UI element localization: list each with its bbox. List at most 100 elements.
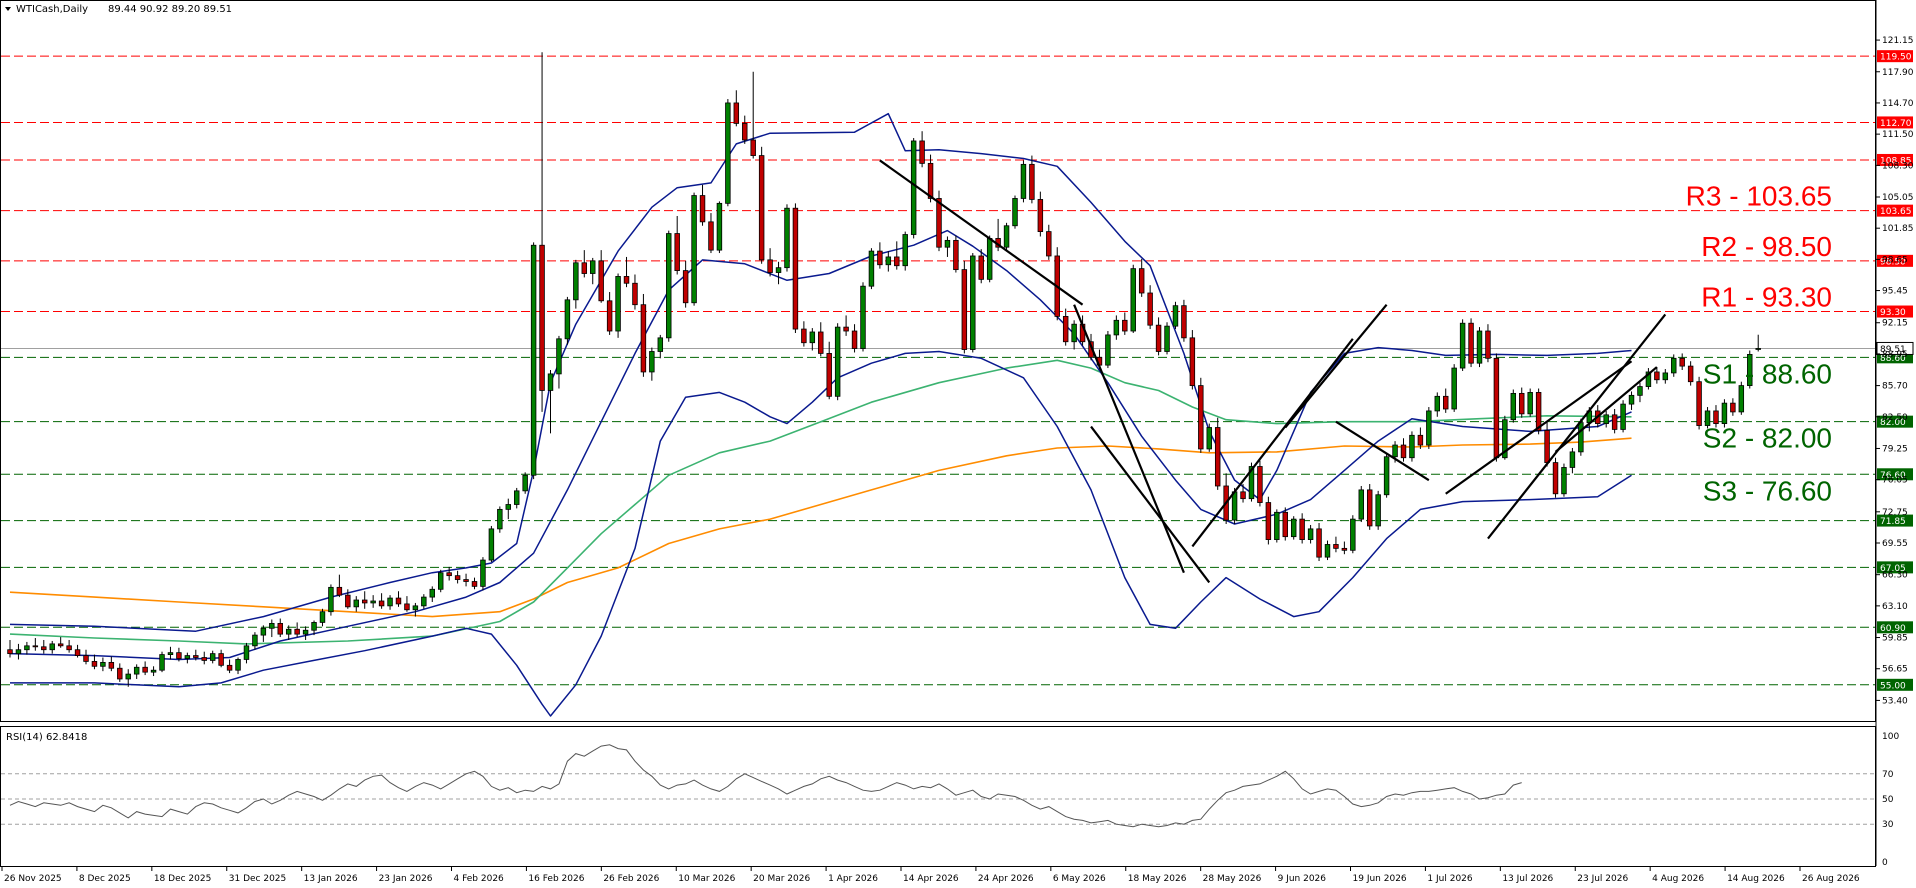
candle-body xyxy=(1535,392,1542,431)
resistance-level-tag-text-4: 98.50 xyxy=(1880,257,1906,267)
candle-body xyxy=(733,102,740,124)
candle-166 xyxy=(1409,431,1415,462)
candle-76 xyxy=(649,347,655,381)
candle-123 xyxy=(1046,224,1052,260)
current-price-tag-text: 89.51 xyxy=(1880,345,1906,355)
candle-body xyxy=(1671,357,1677,374)
candle-body xyxy=(615,276,621,332)
candle-body xyxy=(463,579,469,582)
support-level-price-tag-1: 82.00 xyxy=(1877,415,1913,428)
candle-28 xyxy=(243,642,250,664)
candle-121 xyxy=(1029,155,1035,204)
support-level-tag-bg-1 xyxy=(1877,415,1913,428)
trend-line-7 xyxy=(1487,313,1667,540)
candle-193 xyxy=(1637,382,1643,403)
candle-77 xyxy=(657,334,664,359)
support-level-tag-bg-4 xyxy=(1877,561,1913,574)
candle-body xyxy=(953,239,959,271)
candle-111 xyxy=(944,236,951,257)
candle-body xyxy=(100,661,106,667)
candle-body xyxy=(936,198,942,248)
candle-body xyxy=(699,195,706,223)
candle-26 xyxy=(226,659,233,674)
candle-104 xyxy=(885,251,892,272)
candle-body xyxy=(792,207,799,330)
candle-171 xyxy=(1451,364,1457,412)
y-tick-label-4: 108.30 xyxy=(1882,161,1914,171)
candle-24 xyxy=(209,650,216,664)
candle-body xyxy=(564,299,571,340)
collapse-triangle-icon[interactable] xyxy=(5,7,11,11)
candle-body xyxy=(767,259,773,273)
candle-110 xyxy=(936,190,942,252)
candle-body xyxy=(1443,395,1449,410)
candle-21 xyxy=(184,652,191,664)
candle-body xyxy=(184,655,191,659)
resistance-level-price-tag-4: 98.50 xyxy=(1877,254,1913,267)
resistance-level-tag-text-0: 119.50 xyxy=(1880,53,1912,63)
candle-120 xyxy=(1020,160,1027,203)
candle-176 xyxy=(1493,353,1500,462)
resistance-level-tag-text-2: 108.85 xyxy=(1880,156,1912,166)
candle-body xyxy=(1282,511,1288,538)
candle-body xyxy=(514,490,520,505)
candle-body xyxy=(1628,394,1635,405)
candle-body xyxy=(1417,434,1424,446)
candle-body xyxy=(176,652,182,659)
candle-body xyxy=(1527,392,1533,415)
candle-body xyxy=(117,667,123,680)
candle-body xyxy=(1358,489,1364,520)
candle-96 xyxy=(818,322,824,357)
support-big-label-1: S2 - 82.00 xyxy=(1703,423,1832,454)
candle-body xyxy=(1012,198,1018,227)
candle-12 xyxy=(108,656,115,672)
candle-body xyxy=(657,337,664,352)
candle-body xyxy=(1037,199,1044,232)
candle-body xyxy=(49,643,55,651)
candle-body xyxy=(159,654,165,671)
candle-body xyxy=(1485,330,1491,359)
candle-162 xyxy=(1375,490,1381,530)
candle-149 xyxy=(1265,496,1272,545)
candle-body xyxy=(919,140,925,164)
candle-90 xyxy=(767,248,773,277)
candle-body xyxy=(24,645,30,651)
candle-203 xyxy=(1721,399,1728,428)
candle-113 xyxy=(961,260,968,354)
candle-body xyxy=(1502,419,1508,459)
candle-body xyxy=(1654,371,1660,381)
candle-body xyxy=(1544,430,1550,463)
candle-body xyxy=(708,221,714,251)
candle-170 xyxy=(1443,388,1449,413)
candle-body xyxy=(598,260,604,302)
candle-body xyxy=(1113,319,1120,336)
support-level-tag-text-5: 60.90 xyxy=(1880,624,1906,634)
candle-body xyxy=(1519,392,1525,415)
candle-body xyxy=(1299,518,1305,540)
trend-line-8 xyxy=(1554,366,1658,453)
candle-100 xyxy=(851,324,858,353)
candle-10 xyxy=(91,654,98,670)
candle-body xyxy=(1231,491,1238,521)
indicators-layer xyxy=(9,112,1632,717)
candle-52 xyxy=(446,566,452,581)
x-tick-label-7: 16 Feb 2026 xyxy=(528,874,584,884)
candle-174 xyxy=(1476,327,1483,368)
candle-body xyxy=(716,202,723,251)
y-tick-label-8: 95.45 xyxy=(1882,287,1908,297)
candle-body xyxy=(1713,410,1719,425)
candle-body xyxy=(522,474,528,492)
candle-137 xyxy=(1164,322,1170,355)
x-tick-label-11: 1 Apr 2026 xyxy=(828,874,878,884)
rsi-tick-label-1: 70 xyxy=(1882,770,1894,780)
candle-178 xyxy=(1510,389,1517,423)
candle-body xyxy=(1451,367,1457,410)
candle-body xyxy=(1333,544,1339,549)
candle-body xyxy=(328,586,334,613)
candle-body xyxy=(1265,502,1272,540)
candle-167 xyxy=(1417,427,1424,449)
candle-body xyxy=(530,244,537,476)
candle-body xyxy=(666,233,672,339)
candle-body xyxy=(1324,544,1331,558)
candle-20 xyxy=(176,647,182,662)
